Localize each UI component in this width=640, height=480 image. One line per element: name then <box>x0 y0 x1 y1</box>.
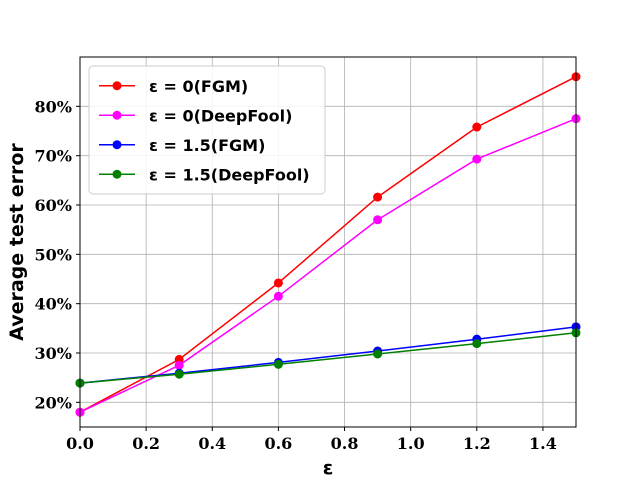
data-point <box>373 192 383 202</box>
x-tick-label: 0.8 <box>331 434 359 453</box>
grid-lines <box>79 57 576 427</box>
data-point <box>273 359 283 369</box>
legend-label: ε = 1.5(DeepFool) <box>149 165 310 184</box>
x-tick-label: 0.0 <box>66 434 94 453</box>
legend-marker <box>112 169 122 179</box>
series-group <box>75 72 581 417</box>
x-axis-label: ε <box>323 457 334 479</box>
x-tick-label: 0.4 <box>198 434 226 453</box>
data-point <box>273 291 283 301</box>
y-tick-label: 30% <box>35 344 72 363</box>
y-tick-label: 70% <box>35 147 72 166</box>
legend-marker <box>112 140 122 150</box>
y-tick-label: 80% <box>35 97 72 116</box>
series-line <box>79 332 577 384</box>
data-point <box>472 339 482 349</box>
y-axis: 20% 30% 40% 50% 60% 70% 80% <box>35 97 80 412</box>
legend-label: ε = 1.5(FGM) <box>149 136 265 155</box>
legend-box <box>88 65 326 195</box>
data-point <box>273 278 283 288</box>
legend: ε = 0(FGM) ε = 0(DeepFool) ε = 1.5(FGM) ε =… <box>88 65 326 195</box>
series-line <box>79 326 577 384</box>
x-tick-label: 1.0 <box>397 434 425 453</box>
data-point <box>373 215 383 225</box>
x-axis: 0.0 0.2 0.4 0.6 0.8 1.0 1.2 1.4 <box>66 427 557 453</box>
data-point <box>472 154 482 164</box>
x-tick-label: 1.4 <box>529 434 557 453</box>
data-point <box>174 360 184 370</box>
data-point <box>472 122 482 132</box>
x-tick-label: 0.6 <box>264 434 292 453</box>
series-line <box>79 118 577 413</box>
data-point <box>373 349 383 359</box>
x-tick-label: 0.2 <box>132 434 160 453</box>
y-axis-label: Average test error <box>6 143 28 341</box>
y-tick-label: 50% <box>35 245 72 264</box>
plot-frame <box>79 56 577 428</box>
y-tick-label: 60% <box>35 196 72 215</box>
x-tick-label: 1.2 <box>463 434 491 453</box>
series-line <box>79 76 577 413</box>
y-tick-label: 20% <box>35 393 72 412</box>
legend-marker <box>112 110 122 120</box>
legend-marker <box>112 81 122 91</box>
y-tick-label: 40% <box>35 295 72 314</box>
legend-label: ε = 0(DeepFool) <box>149 106 292 125</box>
data-point <box>174 369 184 379</box>
legend-label: ε = 0(FGM) <box>149 77 248 96</box>
